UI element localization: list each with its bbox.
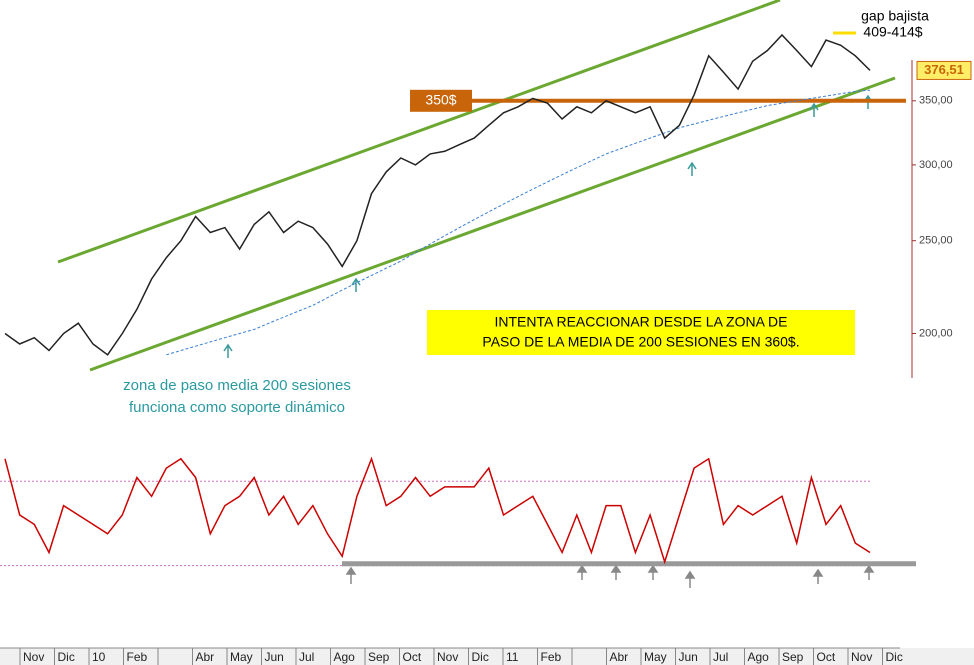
y-tick-label: 250,00 bbox=[919, 235, 953, 247]
level-label: 350$ bbox=[425, 91, 456, 107]
oscillator-line bbox=[4, 456, 871, 565]
x-tick-label: Jun bbox=[265, 650, 284, 664]
x-tick-label: Feb bbox=[127, 650, 148, 664]
support-arrows bbox=[223, 94, 873, 358]
x-tick-label: Dic bbox=[472, 650, 489, 664]
x-tick-label: Nov bbox=[23, 650, 44, 664]
x-tick-label: May bbox=[230, 650, 253, 664]
level-box bbox=[410, 89, 472, 112]
x-tick-label: Jun bbox=[679, 650, 698, 664]
x-tick-label: Ago bbox=[748, 650, 770, 664]
gap-range: 409-414$ bbox=[863, 24, 922, 40]
last-price-box bbox=[916, 60, 972, 80]
x-tick-label: Oct bbox=[403, 650, 422, 664]
time-axis bbox=[0, 648, 974, 665]
x-tick-label: Sep bbox=[782, 650, 804, 664]
gap-title: gap bajista bbox=[861, 8, 929, 24]
y-tick-label: 350,00 bbox=[919, 95, 953, 107]
price-line bbox=[4, 33, 871, 356]
note-text: funciona como soporte dinámico bbox=[129, 399, 345, 416]
y-tick-label: 200,00 bbox=[919, 327, 953, 339]
note-text: zona de paso media 200 sesiones bbox=[123, 377, 351, 394]
x-tick-label: Nov bbox=[437, 650, 458, 664]
x-tick-label: Abr bbox=[196, 650, 215, 664]
x-tick-label: Ago bbox=[334, 650, 356, 664]
x-tick-label: Nov bbox=[851, 650, 872, 664]
note-box-line: PASO DE LA MEDIA DE 200 SESIONES EN 360$… bbox=[482, 334, 799, 350]
x-tick-label: Oct bbox=[817, 650, 836, 664]
x-tick-label: Dic bbox=[58, 650, 75, 664]
x-tick-label: Jul bbox=[713, 650, 728, 664]
x-tick-label: Dic bbox=[886, 650, 903, 664]
y-tick-label: 300,00 bbox=[919, 159, 953, 171]
x-tick-label: May bbox=[644, 650, 667, 664]
last-price-label: 376,51 bbox=[924, 62, 964, 77]
oscillator-arrows bbox=[345, 564, 875, 588]
moving-average bbox=[166, 89, 871, 356]
x-tick-label: Sep bbox=[368, 650, 390, 664]
note-box-line: INTENTA REACCIONAR DESDE LA ZONA DE bbox=[494, 314, 787, 330]
channel-upper bbox=[57, 0, 781, 264]
x-tick-label: 11 bbox=[506, 650, 519, 664]
channel-lower bbox=[89, 76, 896, 372]
x-tick-label: Abr bbox=[610, 650, 629, 664]
x-tick-label: Feb bbox=[541, 650, 562, 664]
x-tick-label: Jul bbox=[299, 650, 314, 664]
note-box bbox=[427, 310, 855, 355]
x-tick-label: 10 bbox=[92, 650, 106, 664]
